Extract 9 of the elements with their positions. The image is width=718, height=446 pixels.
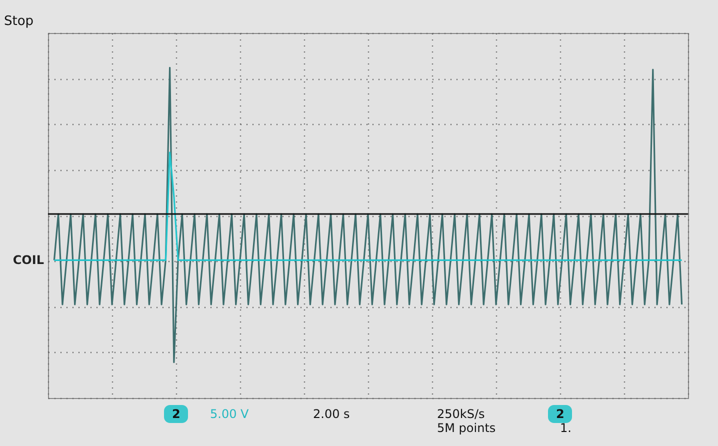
text: 250kS/s bbox=[437, 407, 485, 421]
chart-title: Stop bbox=[4, 14, 34, 29]
text: 5.00 V bbox=[210, 407, 250, 421]
text: 2 bbox=[172, 407, 180, 421]
text: 2 bbox=[556, 407, 564, 421]
text: 5M points bbox=[437, 421, 496, 435]
text: 1. bbox=[560, 421, 572, 435]
series-label: COIL bbox=[12, 253, 44, 268]
text: 2.00 s bbox=[313, 407, 350, 421]
